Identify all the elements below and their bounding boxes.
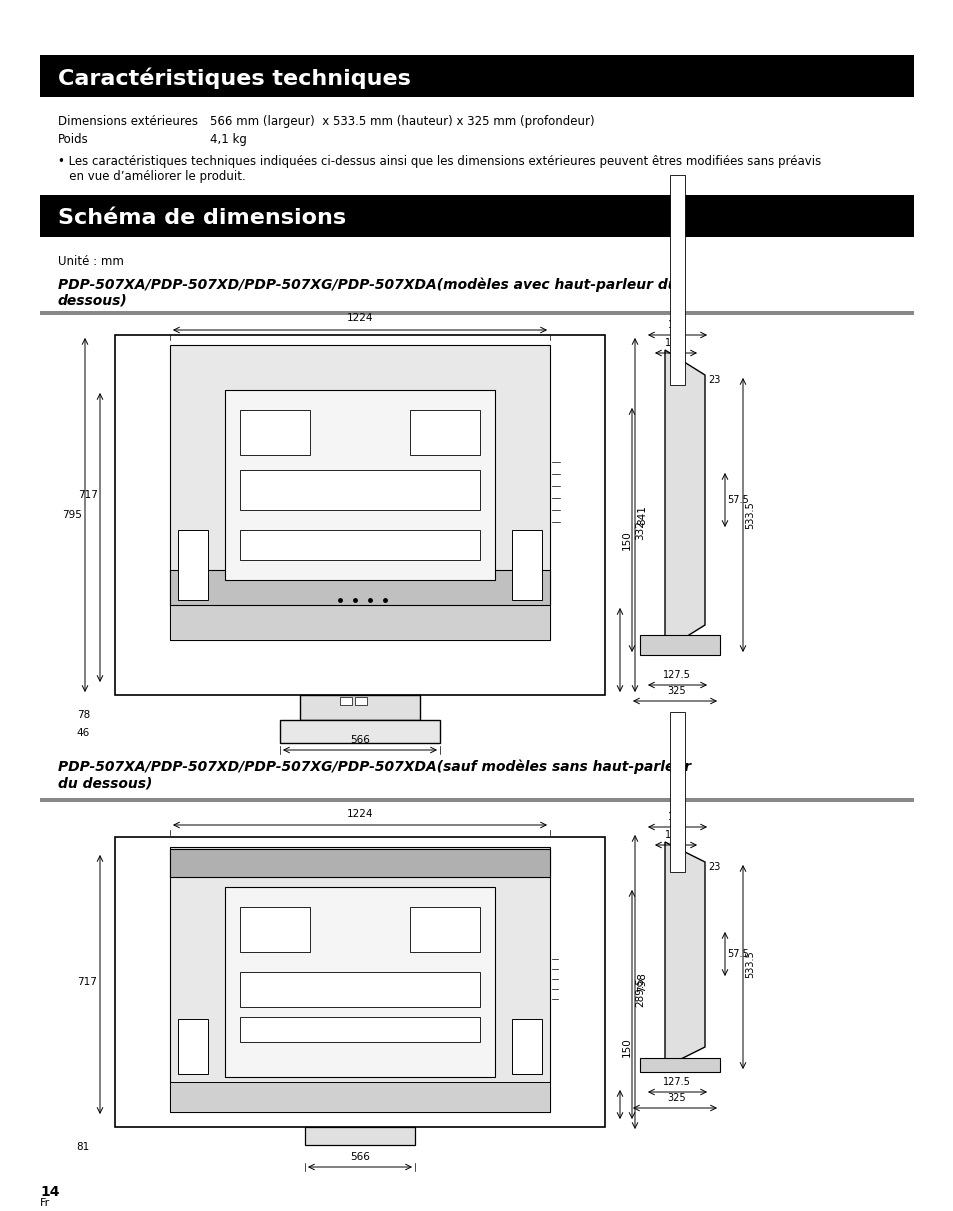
Text: 127.5: 127.5: [662, 1077, 690, 1087]
Bar: [355, 698, 367, 705]
Text: Fr: Fr: [40, 1198, 51, 1209]
Text: 140: 140: [667, 320, 685, 331]
Text: Caractéristiques techniques: Caractéristiques techniques: [58, 68, 411, 88]
Text: PDP-507XA/PDP-507XD/PDP-507XG/PDP-507XDA(modèles avec haut-parleur du
dessous): PDP-507XA/PDP-507XD/PDP-507XG/PDP-507XDA…: [58, 277, 677, 308]
Bar: [40, 798, 913, 802]
Bar: [240, 972, 479, 1008]
Bar: [170, 1081, 550, 1112]
Bar: [170, 345, 550, 639]
Bar: [170, 570, 550, 606]
Text: 332: 332: [635, 520, 644, 540]
Text: 23: 23: [707, 375, 720, 385]
Text: 115: 115: [664, 830, 682, 840]
Text: 23: 23: [707, 862, 720, 872]
Text: 841: 841: [637, 505, 646, 524]
Bar: [410, 411, 479, 455]
Bar: [410, 907, 479, 952]
Bar: [240, 1017, 479, 1041]
Text: 566 mm (largeur)  x 533.5 mm (hauteur) x 325 mm (profondeur): 566 mm (largeur) x 533.5 mm (hauteur) x …: [210, 115, 594, 128]
Text: 115: 115: [664, 338, 682, 348]
Bar: [240, 470, 479, 510]
Text: 1224: 1224: [346, 809, 373, 819]
Bar: [178, 1018, 208, 1074]
Text: 325: 325: [667, 1094, 685, 1103]
Text: 717: 717: [78, 490, 98, 500]
Text: 566: 566: [350, 735, 370, 745]
Bar: [115, 335, 604, 695]
Text: 140: 140: [667, 813, 685, 822]
Bar: [339, 698, 352, 705]
Text: 798: 798: [637, 972, 646, 992]
Bar: [40, 54, 913, 97]
Text: 78: 78: [76, 710, 90, 721]
Bar: [305, 1127, 415, 1144]
Text: 325: 325: [667, 685, 685, 696]
Bar: [669, 176, 684, 385]
Bar: [240, 907, 310, 952]
Bar: [512, 1018, 541, 1074]
Text: Unité : mm: Unité : mm: [58, 256, 124, 268]
Bar: [225, 886, 495, 1077]
Bar: [280, 721, 439, 744]
Bar: [40, 195, 913, 237]
Text: PDP-507XA/PDP-507XD/PDP-507XG/PDP-507XDA(sauf modèles sans haut-parleur
du desso: PDP-507XA/PDP-507XD/PDP-507XG/PDP-507XDA…: [58, 761, 690, 791]
Bar: [170, 846, 550, 1112]
Text: 1224: 1224: [346, 312, 373, 323]
Bar: [40, 311, 913, 315]
Text: • Les caractéristiques techniques indiquées ci-dessus ainsi que les dimensions e: • Les caractéristiques techniques indiqu…: [58, 155, 821, 183]
Bar: [170, 849, 550, 877]
Text: 57.5: 57.5: [726, 495, 748, 505]
Bar: [115, 837, 604, 1127]
Text: 533.5: 533.5: [744, 951, 754, 977]
Bar: [240, 411, 310, 455]
Text: 81: 81: [76, 1142, 90, 1152]
Text: 795: 795: [62, 510, 82, 520]
Bar: [669, 712, 684, 872]
Text: 14: 14: [40, 1186, 59, 1199]
Text: 533.5: 533.5: [744, 501, 754, 529]
Bar: [639, 635, 720, 655]
Text: 150: 150: [621, 1037, 631, 1057]
Text: Dimensions extérieures: Dimensions extérieures: [58, 115, 198, 128]
Text: 4,1 kg: 4,1 kg: [210, 133, 247, 147]
Text: 150: 150: [621, 530, 631, 550]
Polygon shape: [664, 350, 704, 650]
Polygon shape: [664, 842, 704, 1067]
Text: 566: 566: [350, 1152, 370, 1163]
Bar: [639, 1058, 720, 1072]
Bar: [225, 390, 495, 580]
Text: 127.5: 127.5: [662, 670, 690, 681]
Bar: [240, 530, 479, 559]
Bar: [178, 530, 208, 599]
Text: 717: 717: [77, 977, 97, 987]
Text: 46: 46: [76, 728, 90, 737]
Text: Schéma de dimensions: Schéma de dimensions: [58, 208, 346, 228]
Text: 57.5: 57.5: [726, 949, 748, 959]
Text: Poids: Poids: [58, 133, 89, 147]
Bar: [170, 606, 550, 639]
Bar: [299, 695, 419, 721]
Text: 289.5: 289.5: [635, 977, 644, 1006]
Bar: [512, 530, 541, 599]
